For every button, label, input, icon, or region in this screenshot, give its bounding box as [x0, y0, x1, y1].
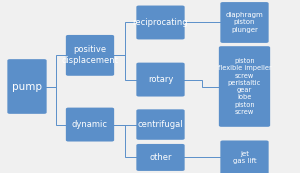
FancyBboxPatch shape: [66, 35, 114, 76]
Text: rotary: rotary: [148, 75, 173, 84]
Text: other: other: [149, 153, 172, 162]
Text: positive
displacement: positive displacement: [61, 45, 118, 65]
FancyBboxPatch shape: [219, 46, 270, 127]
Text: pump: pump: [12, 81, 42, 92]
Text: jet
gas lift: jet gas lift: [233, 151, 256, 164]
FancyBboxPatch shape: [136, 144, 184, 171]
Text: dynamic: dynamic: [72, 120, 108, 129]
FancyBboxPatch shape: [220, 2, 269, 43]
FancyBboxPatch shape: [66, 108, 114, 142]
Text: diaphragm
piston
plunger: diaphragm piston plunger: [226, 12, 263, 33]
FancyBboxPatch shape: [220, 140, 269, 173]
Text: piston
flexible impeller
screw
peristaltic
gear
lobe
piston
screw: piston flexible impeller screw peristalt…: [218, 58, 272, 115]
FancyBboxPatch shape: [7, 59, 47, 114]
FancyBboxPatch shape: [136, 109, 184, 140]
FancyBboxPatch shape: [136, 63, 184, 97]
Text: reciprocating: reciprocating: [133, 18, 188, 27]
Text: centrifugal: centrifugal: [138, 120, 183, 129]
FancyBboxPatch shape: [136, 6, 184, 39]
